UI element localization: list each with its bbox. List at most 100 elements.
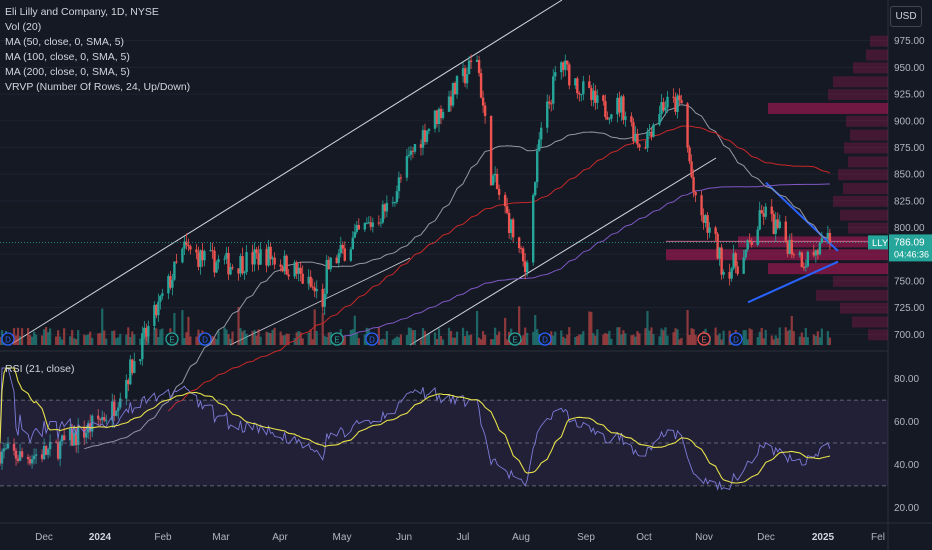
candle[interactable] [355,220,359,235]
candle[interactable] [145,323,148,341]
candle[interactable] [405,148,409,182]
candle[interactable] [564,54,567,77]
candle[interactable] [505,197,509,215]
candle[interactable] [720,243,723,280]
candle[interactable] [419,139,423,156]
candle[interactable] [407,146,411,159]
candle[interactable] [379,218,383,228]
candle[interactable] [363,222,367,233]
candle[interactable] [127,378,130,392]
candle[interactable] [311,278,314,291]
candle[interactable] [624,111,627,127]
candle[interactable] [566,60,569,71]
candle[interactable] [201,242,204,268]
candle[interactable] [525,260,529,277]
candle[interactable] [155,304,158,319]
candle[interactable] [672,88,675,103]
candle[interactable] [427,128,431,135]
legend-ma50[interactable]: MA (50, close, 0, SMA, 5) [5,36,125,48]
candle[interactable] [237,268,240,281]
event-marker[interactable]: E [697,332,711,346]
candle[interactable] [28,455,32,466]
candle[interactable] [213,246,216,278]
candle[interactable] [590,85,593,107]
candle[interactable] [646,127,649,153]
candle[interactable] [399,173,403,183]
candle[interactable] [722,269,725,279]
lower-channel-line[interactable] [409,157,717,346]
candle[interactable] [433,110,437,133]
candle[interactable] [604,94,607,120]
candle[interactable] [826,225,830,245]
candle[interactable] [465,67,469,89]
candle[interactable] [483,102,487,124]
candle[interactable] [774,212,777,242]
candle[interactable] [273,252,276,270]
candle[interactable] [369,216,373,231]
candle[interactable] [159,294,162,310]
candle[interactable] [578,91,581,102]
event-marker[interactable]: D [729,332,743,346]
candle[interactable] [297,263,300,282]
candle[interactable] [40,449,44,463]
candle[interactable] [283,250,286,275]
event-marker[interactable]: D [365,332,379,346]
candle[interactable] [183,236,186,256]
candle[interactable] [730,266,733,282]
event-marker[interactable]: E [330,332,344,346]
candle[interactable] [437,107,441,133]
candle[interactable] [758,201,761,231]
candle[interactable] [335,255,338,264]
candle[interactable] [750,237,753,248]
candle[interactable] [211,242,214,259]
legend-vrvp[interactable]: VRVP (Number Of Rows, 24, Up/Down) [5,81,191,93]
candle[interactable] [449,90,453,112]
candle[interactable] [463,64,467,88]
candle[interactable] [72,428,76,446]
candle[interactable] [762,206,765,225]
candle[interactable] [189,244,192,255]
candle[interactable] [674,92,677,116]
upper-channel-line[interactable] [9,0,563,346]
candle[interactable] [650,127,653,141]
candle[interactable] [475,55,479,63]
candle[interactable] [223,255,226,265]
candle[interactable] [30,454,34,469]
candle[interactable] [46,447,50,459]
candle[interactable] [582,75,585,101]
candle[interactable] [662,97,665,113]
rsi-legend[interactable]: RSI (21, close) [5,363,75,375]
candle[interactable] [804,259,808,272]
candle[interactable] [481,90,485,113]
event-marker[interactable]: E [165,332,179,346]
candle[interactable] [734,251,737,274]
candle[interactable] [491,173,495,186]
candle[interactable] [616,93,619,123]
candle[interactable] [231,264,234,271]
candle[interactable] [393,201,397,207]
candle[interactable] [253,242,256,272]
candle[interactable] [357,218,361,230]
candle[interactable] [131,358,134,376]
candle[interactable] [377,215,381,226]
candle[interactable] [113,394,116,421]
candle[interactable] [660,94,663,122]
candle[interactable] [453,81,457,95]
candle[interactable] [523,253,527,280]
candle[interactable] [800,251,804,268]
candle[interactable] [44,444,48,456]
candle[interactable] [16,455,20,464]
candle[interactable] [32,448,36,465]
candle[interactable] [644,140,647,150]
candle[interactable] [540,122,543,148]
candle[interactable] [576,76,579,99]
candle[interactable] [648,124,651,137]
candle[interactable] [746,239,749,253]
candle[interactable] [227,246,230,280]
candle[interactable] [173,261,176,281]
candle[interactable] [307,269,310,290]
candle[interactable] [255,246,258,259]
candle[interactable] [99,417,102,426]
candle[interactable] [594,84,597,110]
